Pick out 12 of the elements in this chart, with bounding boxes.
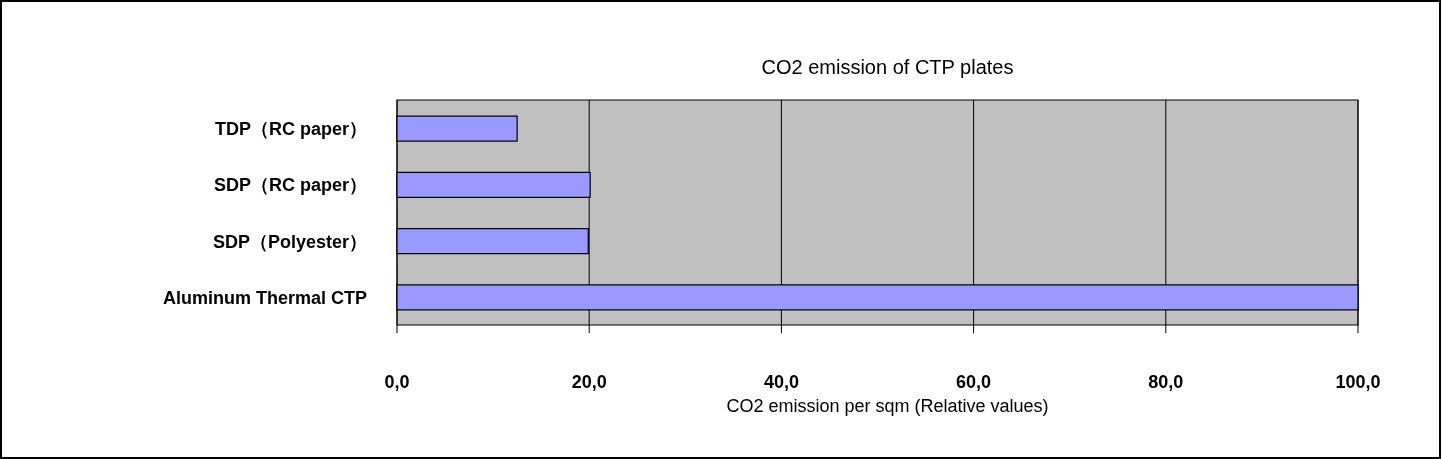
- x-tick-label: 80,0: [1148, 372, 1184, 392]
- x-axis-title: CO2 emission per sqm (Relative values): [726, 396, 1049, 416]
- x-tick-label: 0,0: [384, 372, 410, 392]
- y-tick-label: SDP（Polyester）: [212, 231, 367, 252]
- y-tick-label: Aluminum Thermal CTP: [162, 287, 367, 308]
- chart-title: CO2 emission of CTP plates: [761, 56, 1014, 78]
- x-tick-label: 40,0: [763, 372, 799, 392]
- y-tick-label: SDP（RC paper）: [213, 175, 367, 196]
- x-tick-label: 100,0: [1335, 372, 1381, 392]
- x-tick-label: 60,0: [956, 372, 992, 392]
- x-tick-label: 20,0: [571, 372, 607, 392]
- y-tick-label: TDP（RC paper）: [214, 119, 367, 140]
